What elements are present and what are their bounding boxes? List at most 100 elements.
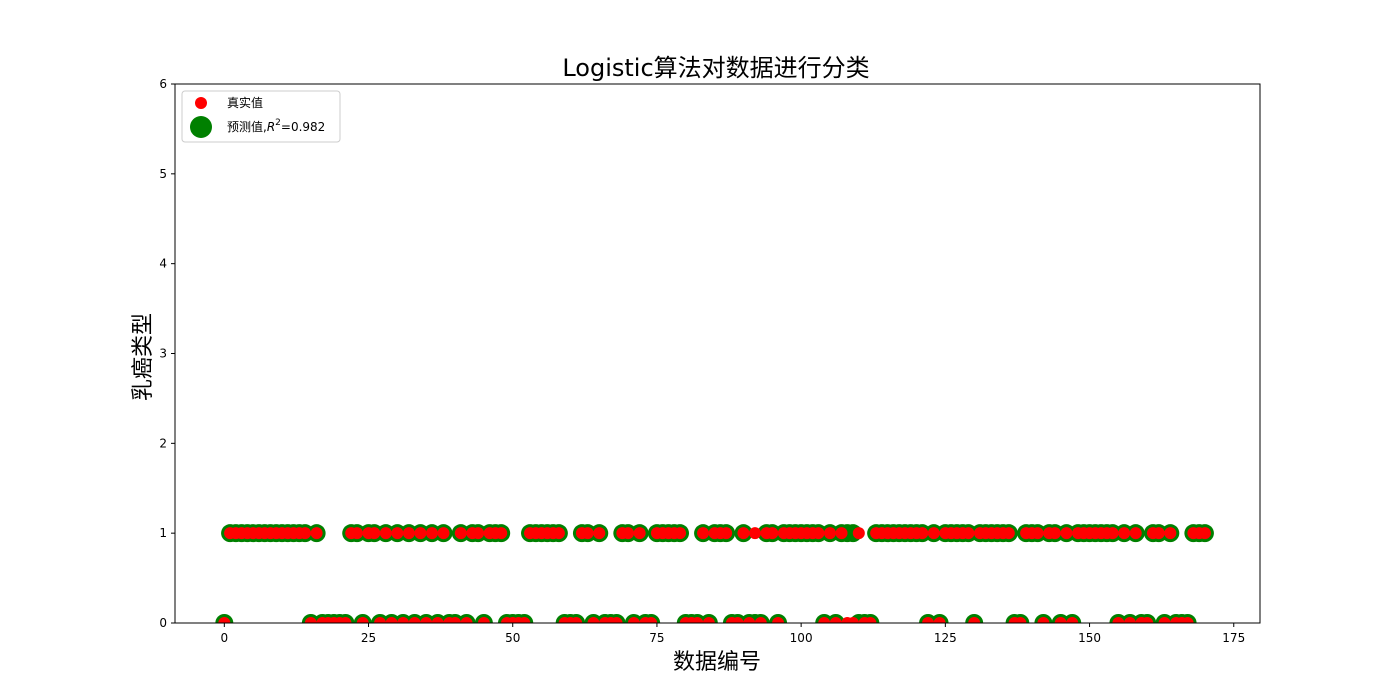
legend-box [181, 90, 341, 143]
true-point [927, 527, 940, 540]
true-point [437, 527, 450, 540]
true-point [1031, 527, 1044, 540]
true-point [368, 527, 381, 540]
true-point [1198, 527, 1211, 540]
true-point [397, 617, 410, 623]
true-point [1164, 527, 1177, 540]
true-point [402, 527, 415, 540]
true-point [454, 527, 467, 540]
true-point [922, 617, 935, 623]
plot-area [215, 524, 1214, 623]
true-point [633, 527, 646, 540]
true-point [472, 527, 485, 540]
y-tick-label: 1 [159, 526, 167, 540]
true-point [1112, 617, 1125, 623]
true-point [691, 617, 704, 623]
x-tick-label: 0 [220, 631, 228, 645]
true-point [1106, 527, 1119, 540]
true-point [431, 617, 444, 623]
y-axis-label: 乳癌类型 [131, 313, 156, 401]
true-point [1123, 617, 1136, 623]
legend-pred-r: R [267, 120, 275, 134]
y-tick-label: 4 [159, 257, 167, 271]
true-point [847, 617, 860, 623]
y-tick-label: 0 [159, 616, 167, 630]
x-tick-label: 175 [1222, 631, 1245, 645]
true-point [829, 617, 842, 623]
true-point [408, 617, 421, 623]
true-point [818, 617, 831, 623]
true-point [754, 617, 767, 623]
legend-marker-predicted [190, 116, 212, 138]
true-point [593, 527, 606, 540]
true-point [812, 527, 825, 540]
true-point [1014, 617, 1027, 623]
true-point [610, 617, 623, 623]
x-tick-label: 25 [361, 631, 376, 645]
true-point [622, 527, 635, 540]
true-point [339, 617, 352, 623]
x-tick-label: 50 [505, 631, 520, 645]
true-point [460, 617, 473, 623]
legend: 真实值 预测值,R2=0.982 [181, 90, 341, 143]
true-point [1060, 527, 1073, 540]
true-point [552, 527, 565, 540]
true-point [449, 617, 462, 623]
true-point [933, 617, 946, 623]
true-point [697, 527, 710, 540]
legend-pred-value: =0.982 [281, 120, 325, 134]
true-point [356, 617, 369, 623]
true-point [391, 527, 404, 540]
true-point [495, 527, 508, 540]
true-point [218, 617, 231, 623]
true-point [748, 527, 761, 540]
x-tick-label: 100 [790, 631, 813, 645]
true-point [1037, 617, 1050, 623]
true-point [864, 617, 877, 623]
y-tick-label: 3 [159, 347, 167, 361]
x-tick-label: 125 [934, 631, 957, 645]
true-point [1118, 527, 1131, 540]
true-point [1152, 527, 1165, 540]
true-point [1048, 527, 1061, 540]
x-tick-label: 75 [649, 631, 664, 645]
true-point [720, 527, 733, 540]
true-point [379, 527, 392, 540]
true-point [835, 527, 848, 540]
y-tick-label: 6 [159, 77, 167, 91]
true-point [1002, 527, 1015, 540]
true-point [385, 617, 398, 623]
true-point [823, 527, 836, 540]
true-point [518, 617, 531, 623]
true-point [772, 617, 785, 623]
legend-marker-true [195, 97, 207, 109]
true-point [477, 617, 490, 623]
true-point [916, 527, 929, 540]
true-point [1181, 617, 1194, 623]
y-tick-label: 5 [159, 167, 167, 181]
legend-pred-prefix: 预测值, [227, 119, 267, 134]
data-marks [215, 524, 1214, 623]
axes: 0 25 50 75 100 125 150 175 0 1 2 3 4 5 6 [159, 77, 1261, 645]
true-point [374, 617, 387, 623]
true-point [737, 527, 750, 540]
true-point [1158, 617, 1171, 623]
x-axis-label: 数据编号 [673, 650, 761, 675]
true-point [425, 527, 438, 540]
legend-label-true: 真实值 [227, 95, 263, 110]
true-point [1066, 617, 1079, 623]
legend-label-predicted: 预测值,R2=0.982 [227, 118, 325, 134]
true-point [420, 617, 433, 623]
true-point [570, 617, 583, 623]
true-point [1129, 527, 1142, 540]
chart-title: Logistic算法对数据进行分类 [562, 54, 869, 82]
x-tick-label: 150 [1078, 631, 1101, 645]
y-tick-label: 2 [159, 436, 167, 450]
true-point [645, 617, 658, 623]
true-point [852, 527, 865, 540]
true-point [587, 617, 600, 623]
true-point [968, 617, 981, 623]
legend-pred-exp: 2 [275, 118, 281, 128]
